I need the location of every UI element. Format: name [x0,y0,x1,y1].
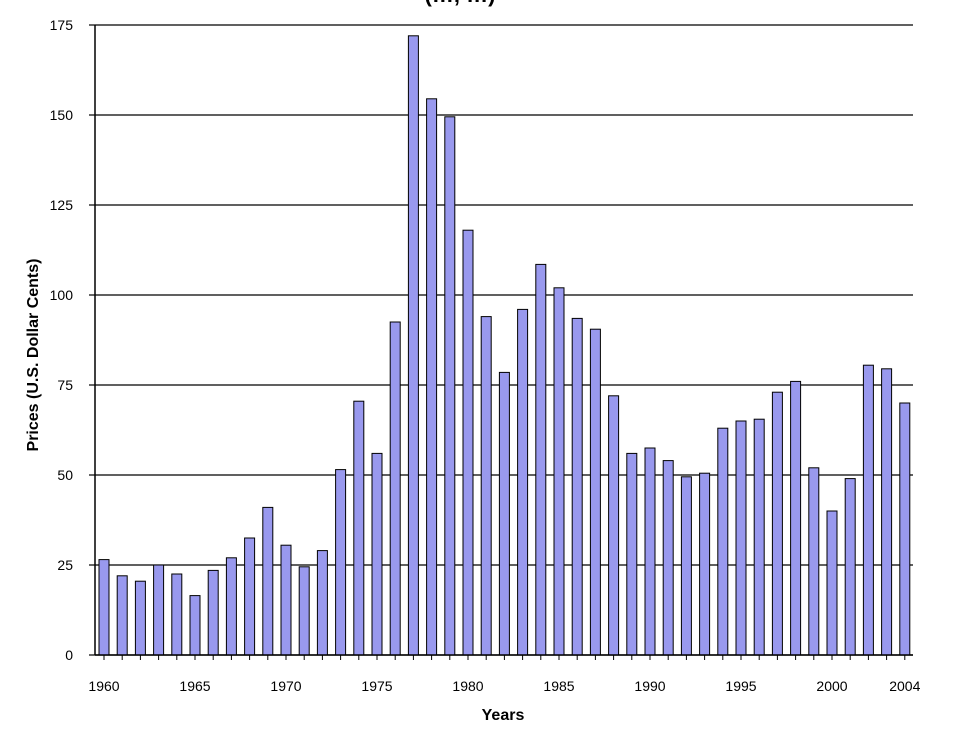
bar-1987 [589,328,601,656]
bar-1981 [480,316,492,656]
bar-1984 [535,263,547,656]
axes [89,24,913,660]
bar-1985 [553,287,565,656]
bar-1963 [153,564,165,656]
bar-1974 [353,400,365,656]
x-tick-label-1975: 1975 [361,678,392,694]
y-axis-label: Prices (U.S. Dollar Cents) [25,259,42,452]
y-tick-label-75: 75 [57,377,73,393]
bar-1978 [426,98,438,656]
bar-1994 [717,427,729,656]
bar-1996 [753,418,765,656]
x-tick-label-1980: 1980 [452,678,483,694]
bar-1992 [680,476,692,656]
bar-1975 [371,452,383,656]
y-tick-label-25: 25 [57,557,73,573]
x-tick-label-1985: 1985 [543,678,574,694]
bar-1968 [244,537,256,656]
y-tick-label-0: 0 [65,647,73,663]
bar-2001 [844,478,856,656]
bar-1967 [225,557,237,656]
bar-1982 [498,371,510,656]
bar-1977 [407,35,419,656]
x-tick-label-1995: 1995 [725,678,756,694]
bar-1973 [335,469,347,656]
bar-1972 [316,550,328,656]
bar-1966 [207,569,219,656]
x-tick-labels: 1960 1965 1970 1975 1980 1985 1990 1995 2000 2004 [88,678,920,694]
x-tick-label-2004: 2004 [889,678,920,694]
bar-1971 [298,566,310,656]
bar-1983 [517,308,529,656]
bar-2003 [881,368,893,656]
bar-1976 [389,321,401,656]
bar-1980 [462,229,474,656]
bar-2004 [899,402,911,656]
x-tick-label-1970: 1970 [270,678,301,694]
y-tick-label-150: 150 [50,107,74,123]
bar-1979 [444,116,456,656]
bar-1969 [262,506,274,656]
chart-title: (…, …) [425,0,496,7]
bar-2002 [862,364,874,656]
x-tick-label-2000: 2000 [816,678,847,694]
bar-1962 [134,580,146,656]
bar-1998 [790,380,802,656]
bar-1990 [644,447,656,656]
bar-1988 [608,395,620,656]
x-axis-label: Years [482,707,525,724]
y-tick-label-100: 100 [50,287,74,303]
y-tick-label-50: 50 [57,467,73,483]
bar-1961 [116,575,128,656]
y-tick-label-125: 125 [50,197,74,213]
y-tick-labels: 0 25 50 75 100 125 150 175 [50,17,74,663]
bar-1993 [699,472,711,656]
bar-1999 [808,467,820,656]
bar-1964 [171,573,183,656]
bar-2000 [826,510,838,656]
y-tick-label-175: 175 [50,17,74,33]
bar-1995 [735,420,747,656]
bars [98,35,911,656]
bar-1965 [189,595,201,656]
bar-1989 [626,452,638,656]
x-tick-label-1990: 1990 [634,678,665,694]
bar-1991 [662,460,674,656]
x-tick-label-1960: 1960 [88,678,119,694]
bar-1960 [98,559,110,656]
bar-1970 [280,544,292,656]
x-tick-label-1965: 1965 [179,678,210,694]
bar-1997 [771,391,783,656]
bar-1986 [571,317,583,656]
